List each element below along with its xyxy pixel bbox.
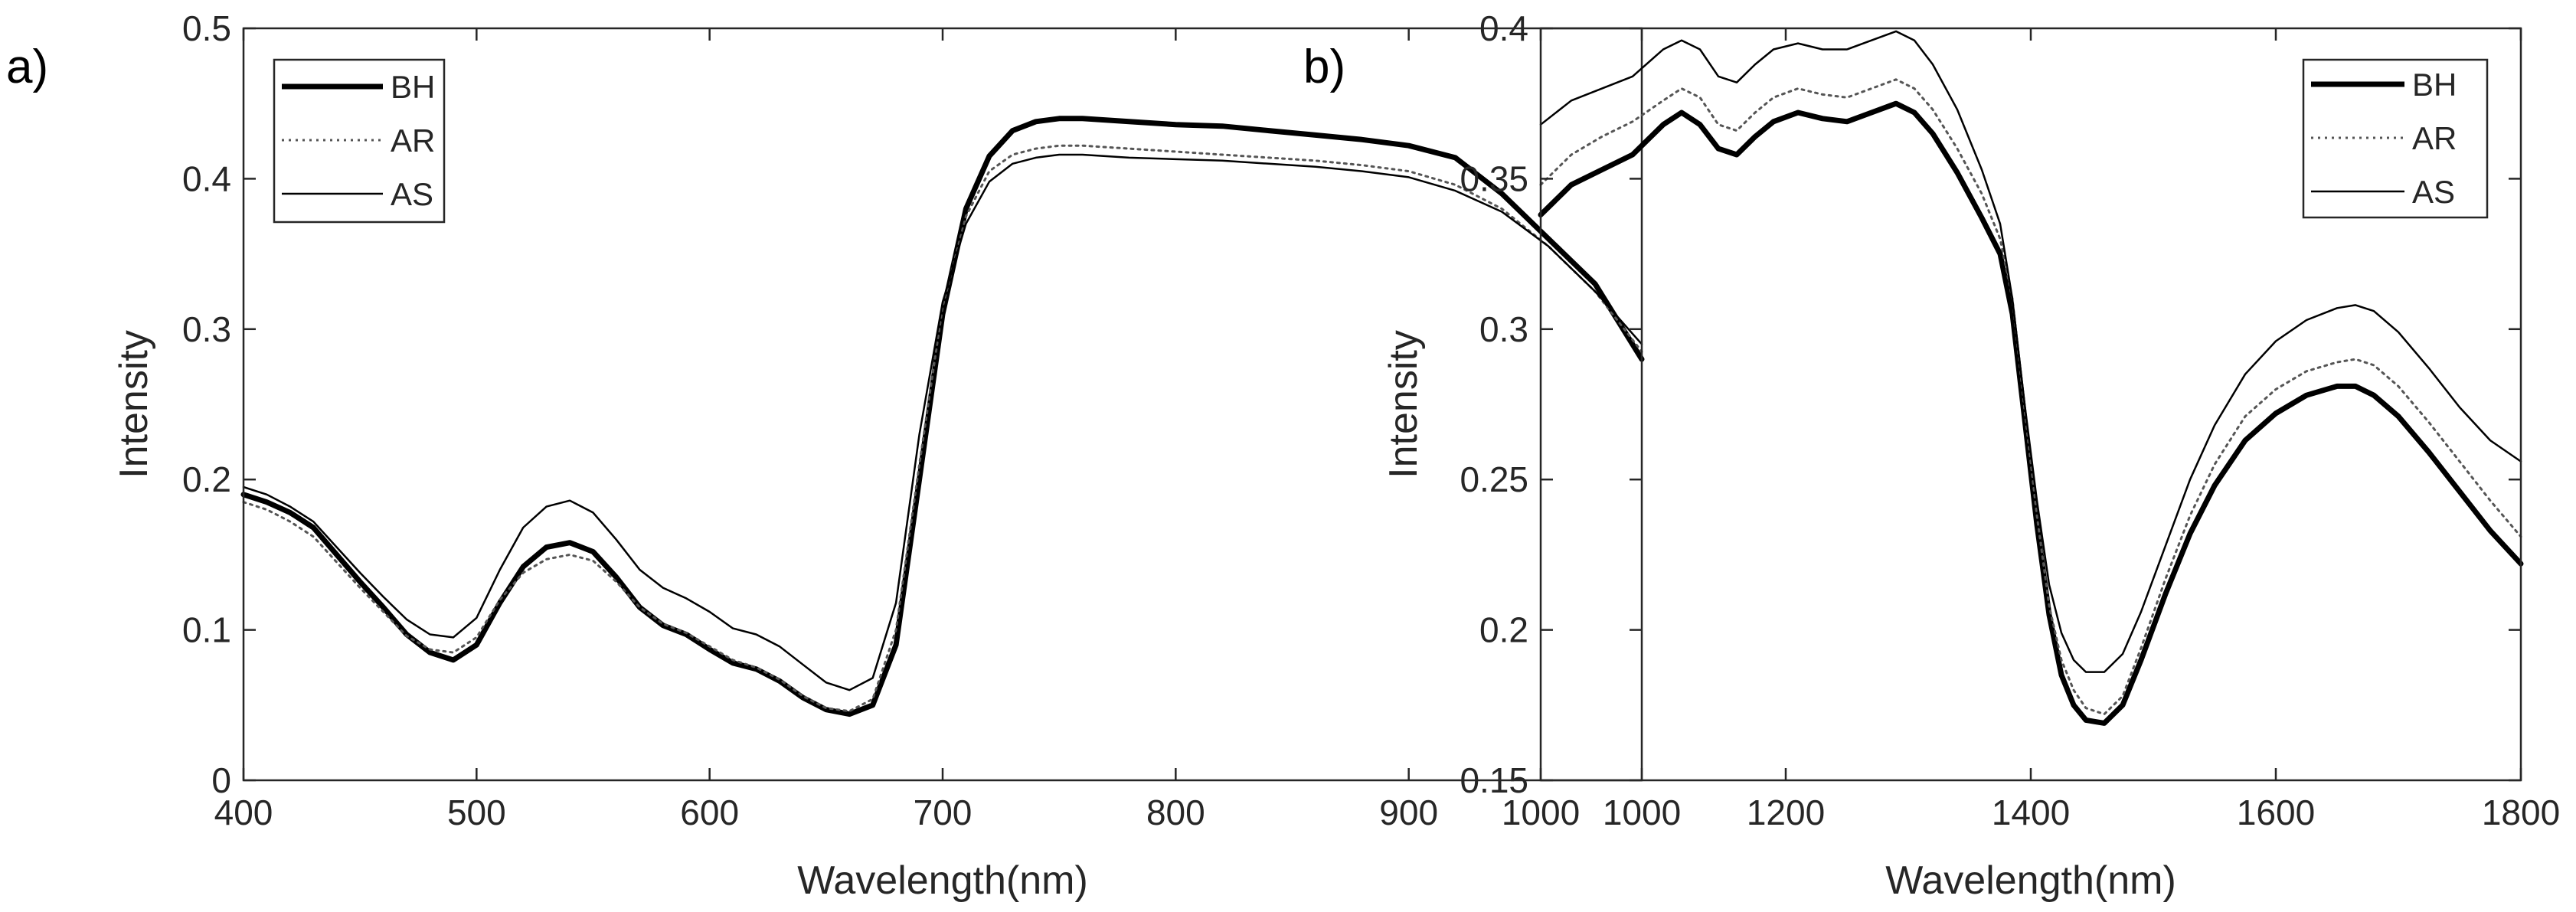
panel-b-series-layer <box>1538 30 2524 726</box>
panel-b-series-ar-line <box>1539 78 2522 716</box>
panel-a-y-axis-title: Intensity <box>112 330 156 479</box>
panel-a-y-tick-label: 0.5 <box>182 8 231 48</box>
panel-b-ticks-layer: 1000 1200 1400 1600 1800 0.15 0.2 0.25 0.3 0.35 0.… <box>1460 8 2560 832</box>
panel-a-y-tick-label: 0.1 <box>182 610 231 650</box>
panel-b-x-tick-label: 1800 <box>2482 793 2560 832</box>
legend-label-as: AS <box>391 176 433 212</box>
panel-a-y-tick-label: 0.2 <box>182 459 231 499</box>
panel-b-x-tick-label: 1000 <box>1502 793 1580 832</box>
panel-a-series-layer <box>240 116 1645 718</box>
panel-a-x-tick-label: 500 <box>447 793 506 832</box>
panel-a: a) 400 500 600 700 800 900 1000 0 0.1 0.2 0.3 0.4 0.… <box>6 8 1681 903</box>
panel-a-x-tick-label: 800 <box>1146 793 1205 832</box>
panel-b-label: b) <box>1303 41 1345 93</box>
panel-a-series-as-line <box>242 153 1643 691</box>
legend-label-ar: AR <box>391 123 435 159</box>
panel-b: b) 1000 1200 1400 1600 1800 0.15 0.2 0.25 0.3 0.3… <box>1303 8 2560 903</box>
panel-b-y-tick-label: 0.35 <box>1460 159 1528 198</box>
panel-b-y-tick-label: 0.15 <box>1460 760 1528 800</box>
legend-label-bh: BH <box>2412 67 2457 103</box>
legend-label-ar: AR <box>2412 120 2457 156</box>
legend-label-bh: BH <box>391 69 435 105</box>
panel-a-x-tick-label: 900 <box>1379 793 1438 832</box>
panel-b-x-tick-label: 1400 <box>1992 793 2070 832</box>
panel-a-y-tick-label: 0.4 <box>182 159 231 198</box>
panel-a-series-bh-line <box>240 116 1645 718</box>
panel-b-y-tick-label: 0.2 <box>1479 610 1528 650</box>
panel-b-y-tick-label: 0.25 <box>1460 459 1528 499</box>
panel-b-x-tick-label: 1200 <box>1747 793 1825 832</box>
panel-a-legend: BH AR AS <box>273 58 446 224</box>
legend-label-as: AS <box>2412 174 2455 210</box>
panel-b-x-tick-label: 1600 <box>2237 793 2315 832</box>
panel-a-series-ar-line <box>242 144 1643 713</box>
panel-a-plot-frame <box>242 27 1643 782</box>
panel-a-y-tick-label: 0 <box>211 760 231 800</box>
panel-a-x-tick-label: 1000 <box>1603 793 1681 832</box>
panel-b-legend: BH AR AS <box>2302 58 2489 219</box>
panel-a-y-tick-label: 0.3 <box>182 309 231 349</box>
panel-b-series-as-line <box>1539 30 2522 673</box>
panel-b-y-tick-label: 0.4 <box>1479 8 1528 48</box>
panel-a-x-tick-label: 600 <box>680 793 739 832</box>
panel-a-x-tick-label: 400 <box>214 793 273 832</box>
panel-a-x-tick-label: 700 <box>914 793 973 832</box>
panel-a-ticks-layer: 400 500 600 700 800 900 1000 0 0.1 0.2 0.3 0.4 0.5 <box>182 8 1681 832</box>
panel-b-y-axis-title: Intensity <box>1381 330 1426 479</box>
panel-b-x-axis-title: Wavelength(nm) <box>1885 858 2176 903</box>
panel-a-x-axis-title: Wavelength(nm) <box>797 858 1088 903</box>
panel-a-label: a) <box>6 41 48 93</box>
panel-b-series-bh-line <box>1538 100 2524 726</box>
panel-b-y-tick-label: 0.3 <box>1479 309 1528 349</box>
